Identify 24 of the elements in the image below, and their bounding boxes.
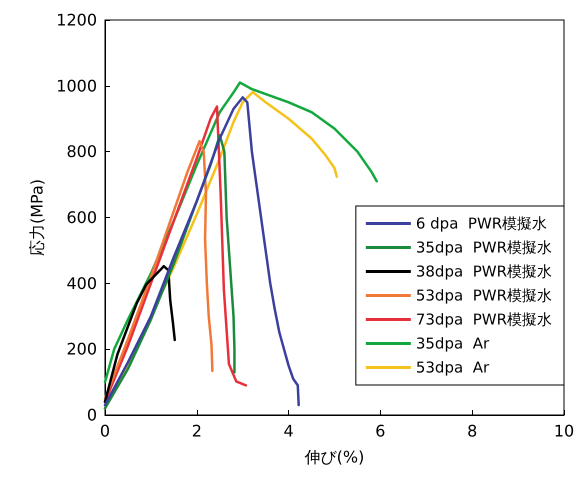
x-tick-label: 4	[284, 422, 294, 440]
legend-label: 35dpa Ar	[416, 334, 490, 352]
y-tick-label: 800	[66, 142, 97, 162]
x-tick-label: 0	[100, 422, 110, 440]
y-axis-title: 応力(MPa)	[28, 178, 46, 256]
x-axis-title: 伸び(%)	[304, 448, 364, 466]
y-tick-label: 1000	[56, 76, 97, 96]
legend-label: 53dpa PWR模擬水	[416, 286, 552, 304]
x-tick-label: 6	[375, 422, 386, 440]
line-series	[104, 96, 300, 406]
line-series	[104, 140, 214, 400]
x-tick-label: 2	[192, 422, 202, 440]
legend-label: 6 dpa PWR模擬水	[416, 214, 548, 232]
y-tick-label: 600	[66, 208, 97, 227]
y-tick-label: 200	[66, 340, 97, 359]
x-tick-label: 10	[554, 422, 574, 440]
legend-label: 35dpa PWR模擬水	[416, 238, 552, 256]
y-tick-label: 400	[66, 274, 97, 293]
y-tick-label: 1200	[56, 10, 97, 30]
legend-label: 38dpa PWR模擬水	[416, 262, 552, 280]
x-tick-label: 8	[467, 422, 478, 440]
legend-label: 53dpa Ar	[416, 358, 490, 376]
legend-label: 73dpa PWR模擬水	[416, 310, 552, 328]
y-tick-label: 0	[86, 406, 97, 424]
